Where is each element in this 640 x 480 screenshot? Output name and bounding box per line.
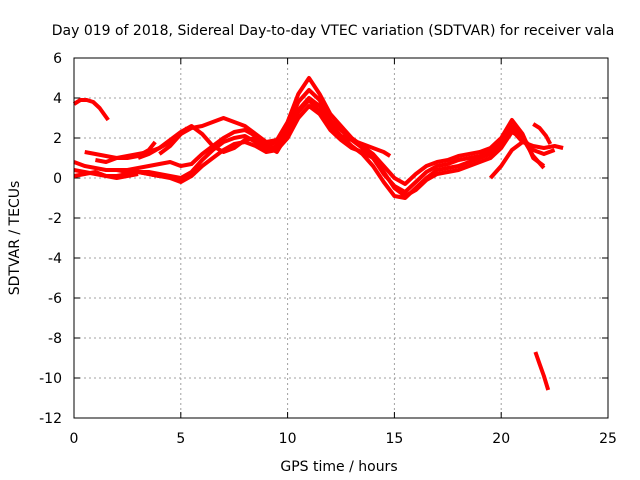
x-tick-label: 25 [599, 431, 617, 447]
x-tick-label: 10 [279, 431, 297, 447]
series-arc-11 [158, 126, 189, 156]
axis-ticks [73, 57, 609, 419]
plot-frame [73, 57, 609, 419]
x-tick-labels: 0 5 10 15 20 25 [70, 431, 617, 447]
y-tick-label: -2 [48, 211, 62, 227]
y-tick-label: 6 [53, 51, 62, 67]
x-axis-label: GPS time / hours [280, 459, 397, 475]
y-tick-label: 2 [53, 131, 62, 147]
series-arc-12 [489, 140, 564, 180]
series-arc-01 [72, 98, 110, 122]
y-tick-labels: -12 -10 -8 -6 -4 -2 0 2 4 6 [39, 51, 62, 427]
series-arc-08 [138, 96, 525, 200]
y-tick-label: -6 [48, 291, 62, 307]
data-series [72, 76, 564, 391]
chart-title: Day 019 of 2018, Sidereal Day-to-day VTE… [52, 23, 615, 39]
y-tick-label: -4 [48, 251, 62, 267]
x-tick-label: 0 [70, 431, 79, 447]
series-arc-07 [116, 88, 546, 194]
y-axis-label: SDTVAR / TECUs [7, 181, 23, 296]
y-tick-label: 4 [53, 91, 62, 107]
series-arc-14 [533, 351, 551, 391]
x-tick-label: 15 [385, 431, 403, 447]
series-arc-06 [95, 76, 546, 186]
y-tick-label: 0 [53, 171, 62, 187]
y-tick-label: -12 [39, 411, 62, 427]
series-arc-13 [532, 122, 553, 145]
series-arc-09 [148, 104, 556, 198]
x-tick-label: 20 [492, 431, 510, 447]
y-tick-label: -10 [39, 371, 62, 387]
y-tick-label: -8 [48, 331, 62, 347]
x-tick-label: 5 [176, 431, 185, 447]
series-arc-04 [73, 170, 139, 180]
grid-lines [74, 58, 608, 418]
